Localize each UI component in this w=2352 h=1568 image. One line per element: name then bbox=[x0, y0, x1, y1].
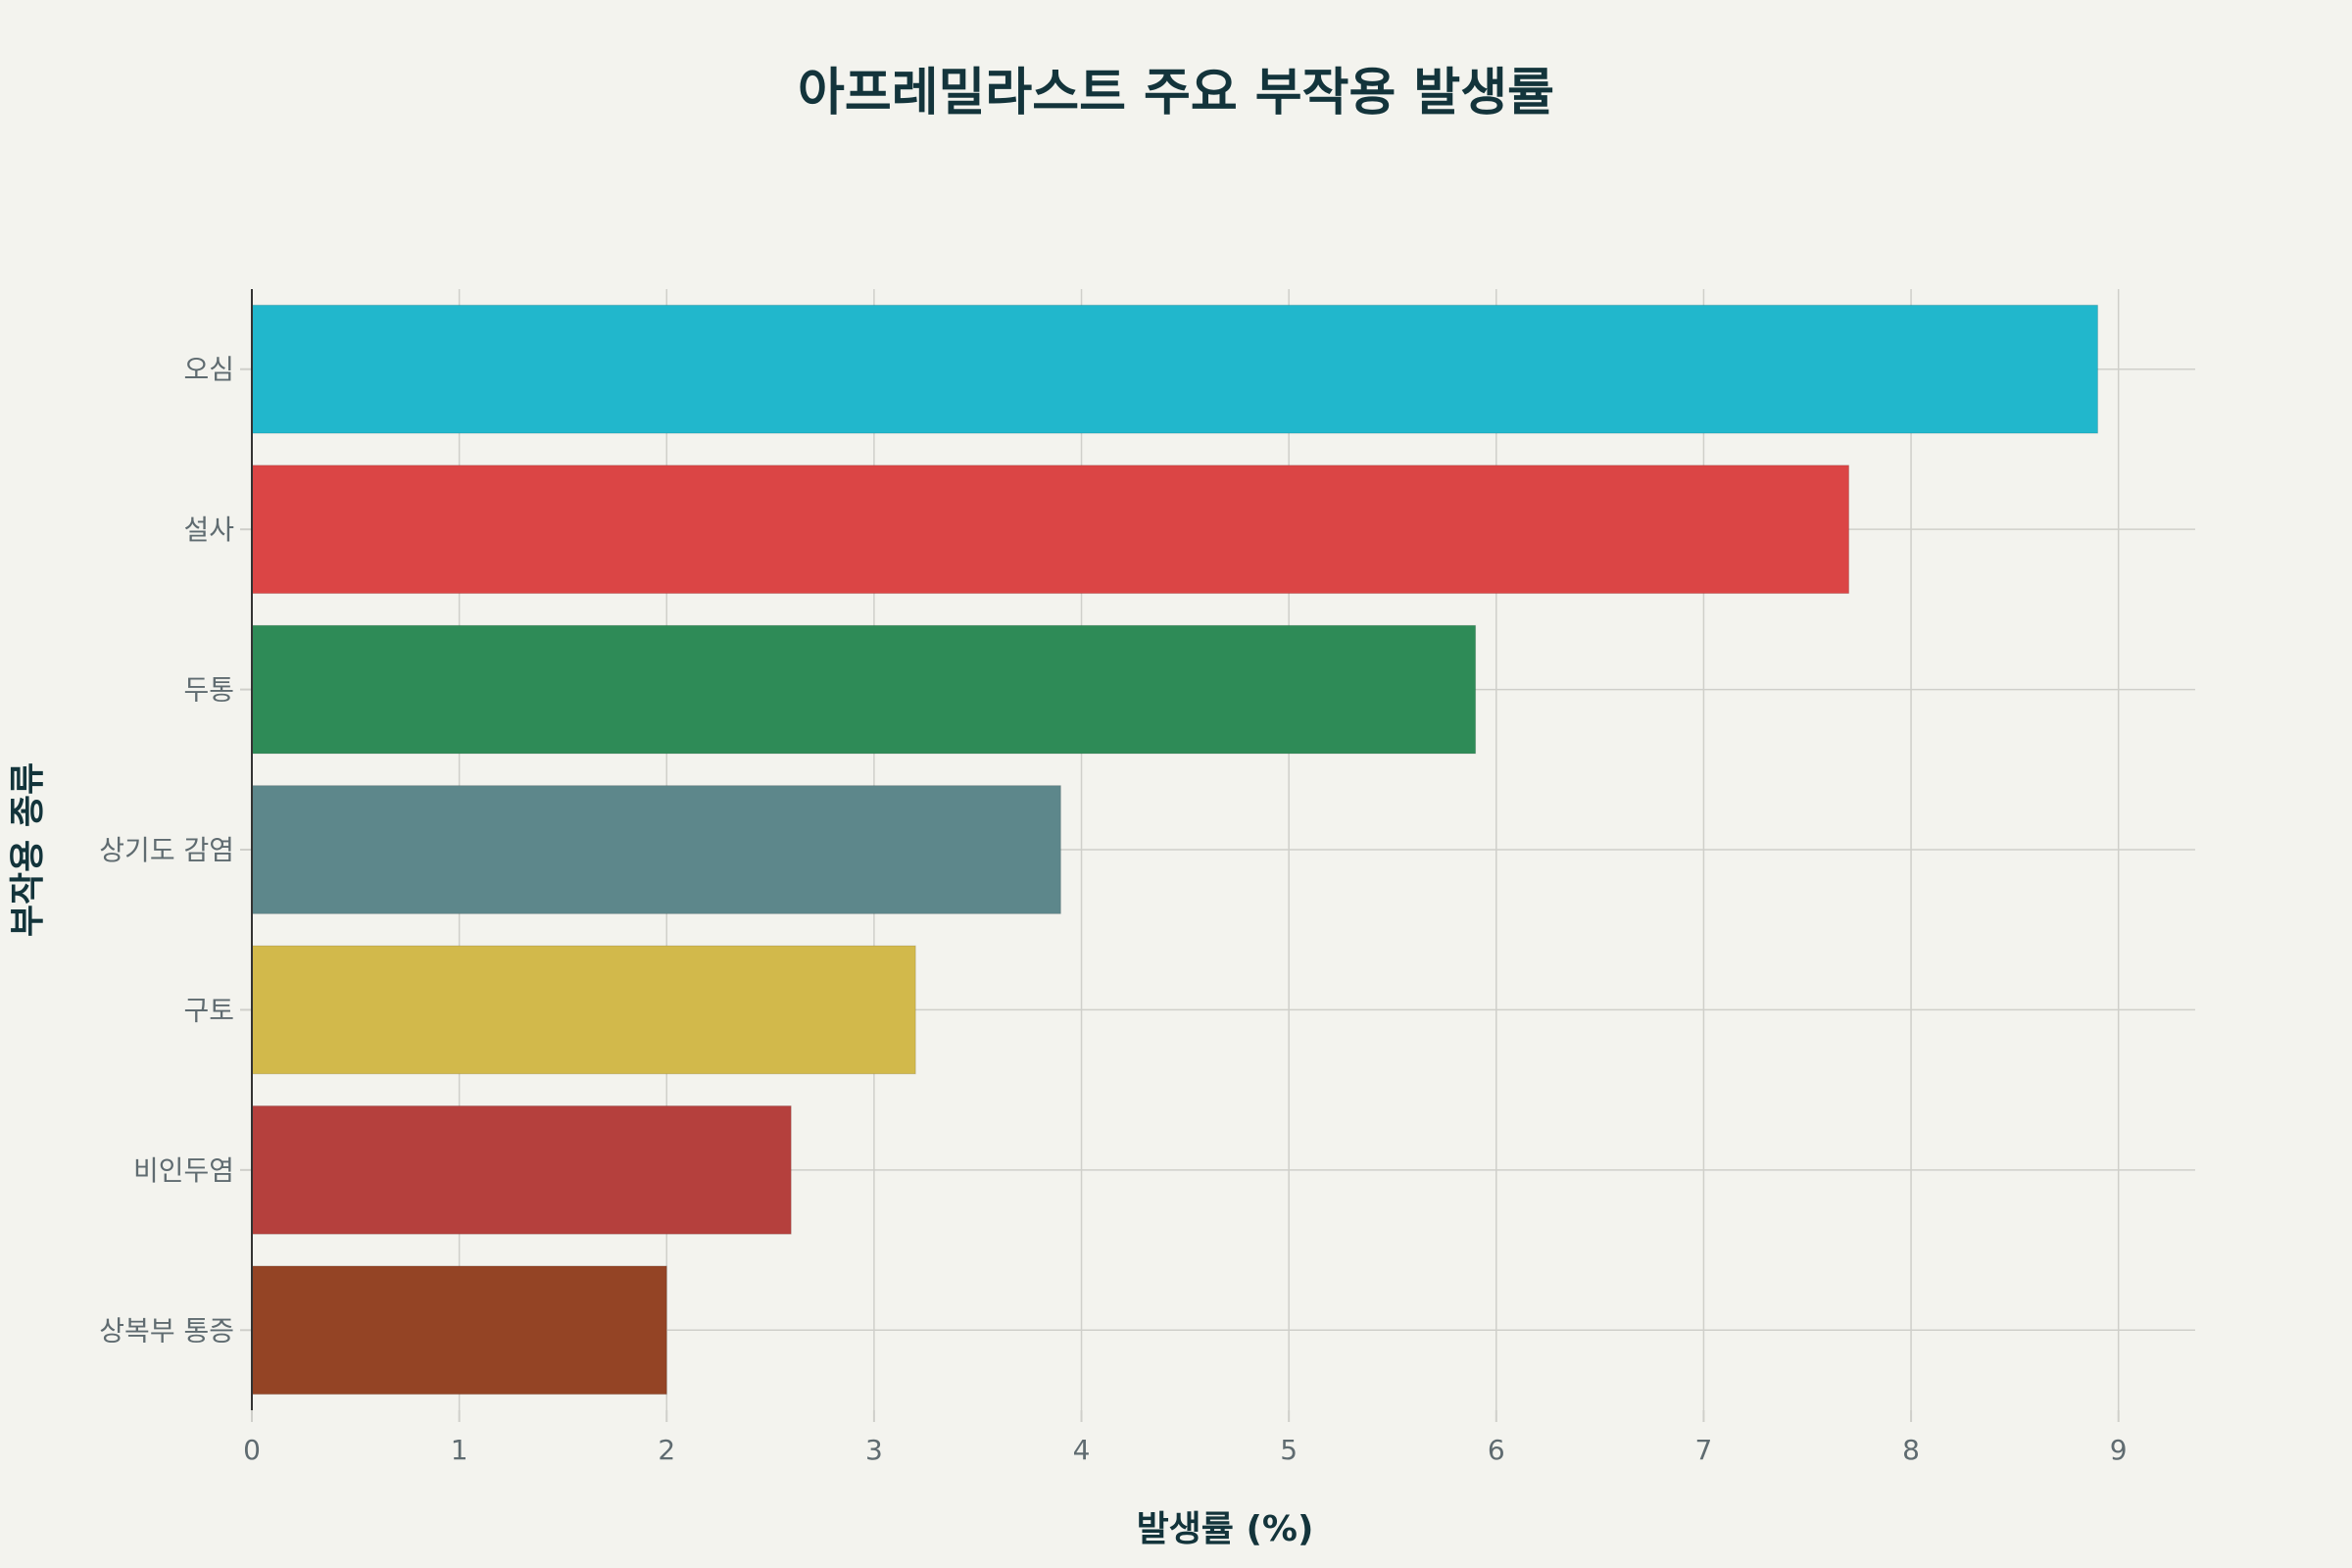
y-tick-label: 오심 bbox=[183, 354, 234, 386]
bars bbox=[251, 304, 2099, 1396]
bar-6 bbox=[251, 1104, 792, 1235]
y-tick-label: 비인두염 bbox=[133, 1154, 234, 1187]
x-axis-label: 발생률 (%) bbox=[1137, 1509, 1314, 1549]
x-tick-label: 1 bbox=[451, 1434, 468, 1466]
x-tick-label: 9 bbox=[2110, 1434, 2128, 1466]
x-tick-label: 3 bbox=[865, 1434, 883, 1466]
bar-7 bbox=[251, 1265, 667, 1396]
x-tick-label: 4 bbox=[1073, 1434, 1091, 1466]
bar-1 bbox=[251, 304, 2099, 434]
bar-3 bbox=[251, 624, 1477, 755]
x-tick-label: 6 bbox=[1488, 1434, 1505, 1466]
chart-title: 아프레밀라스트 주요 부작용 발생률 bbox=[798, 64, 1554, 122]
y-tick-label: 상기도 감염 bbox=[99, 834, 234, 866]
bar-2 bbox=[251, 465, 1850, 595]
y-tick-label: 구토 bbox=[183, 994, 234, 1026]
y-axis-label: 부작용 종류 bbox=[8, 762, 48, 937]
bar-5 bbox=[251, 945, 916, 1075]
x-tick-label: 7 bbox=[1695, 1434, 1713, 1466]
x-tick-label: 2 bbox=[658, 1434, 675, 1466]
bar-4 bbox=[251, 785, 1061, 914]
x-tick-label: 5 bbox=[1280, 1434, 1298, 1466]
y-tick-label: 두통 bbox=[183, 674, 234, 707]
y-tick-label: 상복부 통증 bbox=[99, 1314, 234, 1347]
x-tick-labels: 0 1 2 3 4 5 6 7 8 9 bbox=[243, 1434, 2128, 1466]
x-tick-label: 8 bbox=[1902, 1434, 1920, 1466]
x-tick-label: 0 bbox=[243, 1434, 261, 1466]
y-tick-label: 설사 bbox=[183, 514, 234, 546]
